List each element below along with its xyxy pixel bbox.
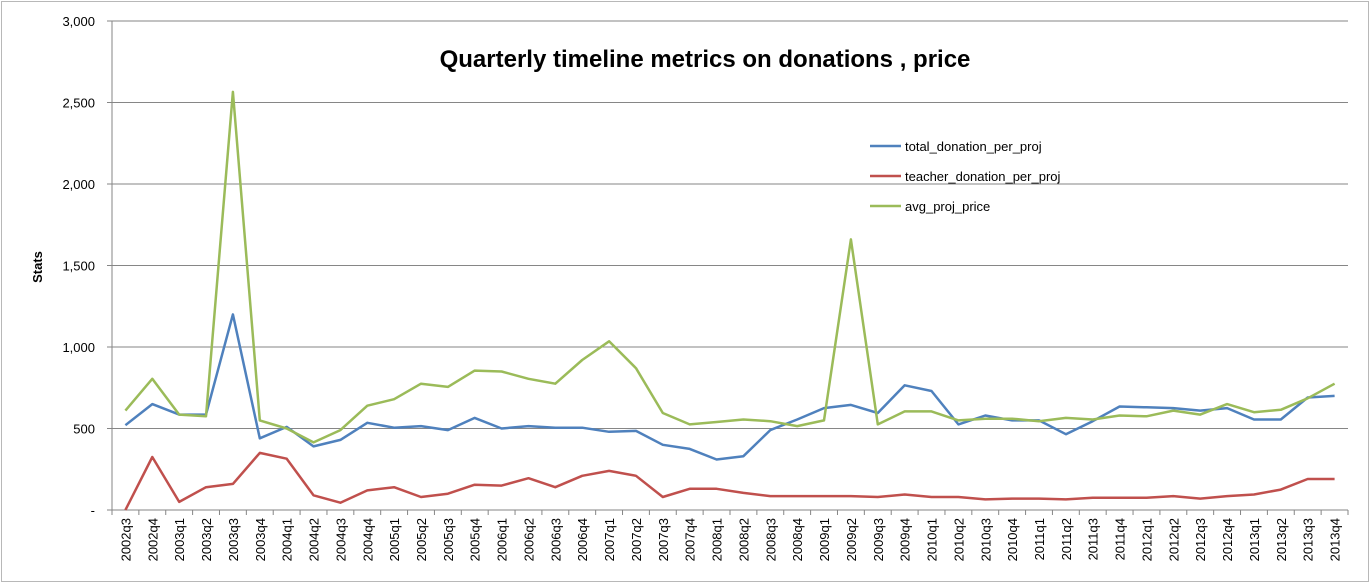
x-tick-label: 2011q2 [1059,518,1074,560]
y-tick-label: 500 [73,422,95,437]
x-tick-label: 2007q4 [683,518,698,561]
legend-label: total_donation_per_proj [905,139,1042,154]
x-tick-label: 2013q2 [1274,518,1289,561]
x-tick-label: 2003q1 [172,518,187,561]
series-lines [124,90,1336,511]
x-tick-label: 2009q2 [844,518,859,561]
x-tick-label: 2008q3 [763,518,778,561]
chart-title: Quarterly timeline metrics on donations … [440,46,971,73]
x-tick-label: 2013q1 [1247,518,1262,561]
y-tick-label: 3,000 [62,14,95,29]
series-line-total_donation_per_proj [124,313,1335,461]
x-tick-label: 2003q3 [226,518,241,561]
x-tick-label: 2008q1 [710,518,725,561]
x-tick-label: 2011q4 [1113,518,1128,560]
x-tick-label: 2009q1 [817,518,832,561]
x-tick-label: 2011q1 [1032,518,1047,560]
y-tick-label: 2,500 [62,96,95,111]
x-tick-label: 2002q4 [145,518,160,561]
y-tick-label: 1,000 [62,340,95,355]
x-tick-label: 2010q1 [925,518,940,561]
y-axis-label: Stats [30,251,45,283]
legend: total_donation_per_proj teacher_donation_… [870,139,1061,214]
x-tick-label: 2005q2 [414,518,429,561]
x-tick-label: 2004q1 [280,518,295,561]
x-tick-label: 2010q3 [978,518,993,561]
x-tick-label: 2006q1 [495,518,510,561]
x-tick-label: 2003q2 [199,518,214,561]
x-tick-label: 2003q4 [253,518,268,561]
x-tick-label: 2007q2 [629,518,644,561]
x-tick-label: 2008q4 [790,518,805,561]
x-tick-label: 2012q1 [1139,518,1154,561]
x-tick-label: 2005q1 [387,518,402,561]
series-line-avg_proj_price [124,90,1336,444]
x-tick-label: 2010q2 [951,518,966,561]
y-tick-label: - [91,503,95,518]
x-tick-label: 2006q2 [521,518,536,561]
gridlines [112,20,1348,429]
series-line-teacher_donation_per_proj [124,451,1335,511]
x-tick-label: 2008q2 [736,518,751,561]
x-tick-label: 2006q3 [548,518,563,561]
x-tick-label: 2004q4 [360,518,375,561]
x-tick-label: 2010q4 [1005,518,1020,561]
x-tick-label: 2006q4 [575,518,590,561]
x-tick-label: 2007q1 [602,518,617,561]
x-tick-label: 2002q3 [118,518,133,561]
x-tick-label: 2012q3 [1193,518,1208,561]
x-tick-label: 2009q4 [898,518,913,561]
y-tick-label: 2,000 [62,177,95,192]
x-tick-label: 2012q2 [1166,518,1181,561]
y-tick-label: 1,500 [62,259,95,274]
x-tick-label: 2004q2 [307,518,322,561]
x-tick-label: 2007q3 [656,518,671,561]
x-tick-label: 2013q3 [1301,518,1316,561]
x-tick-label: 2005q4 [468,518,483,561]
legend-label: teacher_donation_per_proj [905,169,1061,184]
x-tick-label: 2012q4 [1220,518,1235,561]
x-tick-label: 2004q3 [333,518,348,561]
x-tick-label: 2013q4 [1328,518,1343,561]
x-tick-label: 2005q3 [441,518,456,561]
x-tick-label: 2011q3 [1086,518,1101,560]
x-tick-label: 2009q3 [871,518,886,561]
legend-label: avg_proj_price [905,199,990,214]
axes: - 500 1,000 1,500 2,000 2,500 3,000 2002q3 2002q… [62,14,1349,561]
